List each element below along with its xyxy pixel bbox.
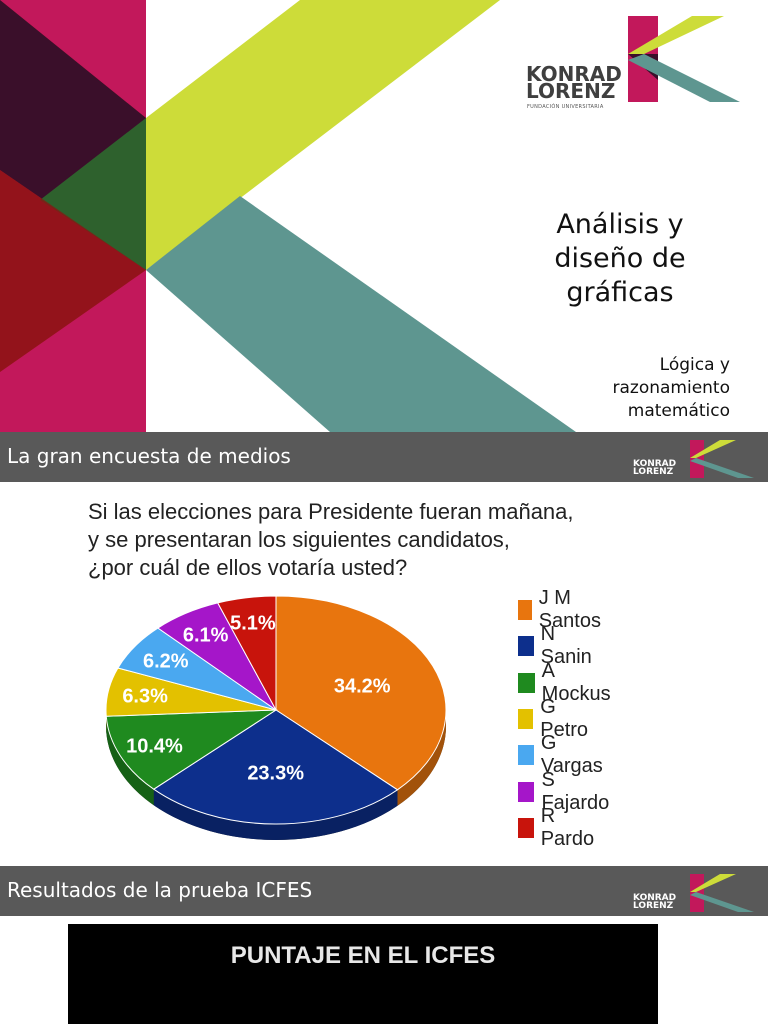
logo-line2: LORENZ: [526, 79, 616, 103]
pie-data-label: 10.4%: [126, 736, 183, 758]
legend-label: S Fajardo: [541, 768, 610, 814]
subtitle-line: Lógica y: [659, 355, 730, 375]
legend-item: R Pardo: [518, 805, 598, 850]
pie-slice-side: [153, 789, 398, 840]
legend-label: G Vargas: [540, 732, 603, 778]
pie-data-label: 6.3%: [122, 686, 168, 708]
legend-item: N Sanin: [518, 623, 596, 668]
title-line: Análisis y: [556, 209, 684, 240]
legend-swatch: [518, 708, 534, 729]
logo-wordmark: KONRAD LORENZ: [526, 62, 622, 103]
section-header-title: Resultados de la prueba ICFES: [7, 878, 313, 902]
legend-item: G Vargas: [518, 732, 607, 777]
icfes-slide: PUNTAJE EN EL ICFES: [68, 924, 658, 1024]
logo-wordmark-small: KONRAD LORENZ: [633, 893, 677, 911]
logo-line1-small: KONRAD: [633, 459, 677, 469]
legend-label: R Pardo: [540, 804, 595, 850]
slide-title: Análisis y diseño de gráficas: [520, 208, 720, 310]
title-line: gráficas: [566, 277, 674, 308]
legend-label: A Mockus: [541, 659, 611, 705]
subtitle-line: matemático: [627, 401, 730, 421]
legend-swatch: [518, 781, 535, 802]
question-line: y se presentaran los siguientes candidat…: [88, 527, 510, 552]
logo-wordmark-small: KONRAD LORENZ: [633, 459, 677, 477]
legend-swatch: [518, 672, 535, 693]
legend-swatch: [518, 636, 534, 657]
pie-slice-j-m-santos: [275, 595, 447, 791]
logo-tagline: FUNDACIÓN UNIVERSITARIA: [527, 104, 604, 110]
pie-data-label: 6.1%: [183, 625, 229, 647]
icfes-chart-title: PUNTAJE EN EL ICFES: [230, 942, 496, 969]
legend-swatch: [518, 817, 534, 838]
logo-line2-small: LORENZ: [633, 901, 674, 911]
logo-line1-small: KONRAD: [633, 893, 677, 903]
pie-slice-side: [397, 710, 446, 806]
legend-item: A Mockus: [518, 660, 614, 705]
slide-background-graphic: [0, 0, 576, 432]
legend-item: G Petro: [518, 696, 593, 741]
legend-swatch: [518, 600, 532, 620]
logo-line1: KONRAD: [526, 62, 622, 86]
pie-slice-r-pardo: [216, 595, 277, 711]
section-header-bar: Resultados de la prueba ICFES KONRAD LOR…: [0, 866, 768, 916]
pie-slice-side: [106, 716, 154, 806]
pie-data-label: 34.2%: [334, 676, 391, 698]
legend-swatch: [518, 745, 534, 766]
poll-question: Si las elecciones para Presidente fueran…: [88, 498, 574, 582]
pie-data-label: 23.3%: [247, 763, 304, 785]
legend-item: S Fajardo: [518, 769, 613, 814]
pie-data-label: 5.1%: [230, 612, 276, 634]
title-slide: KONRAD LORENZ FUNDACIÓN UNIVERSITARIA An…: [0, 0, 768, 432]
legend-item: J M Santos: [518, 587, 607, 632]
konrad-lorenz-logo: [628, 16, 740, 102]
subtitle-line: razonamiento: [612, 378, 730, 398]
question-line: ¿por cuál de ellos votaría usted?: [88, 555, 408, 580]
pie-chart: 34.2% 23.3% 10.4% 6.3% 6.2% 6.1%5.1%: [105, 595, 447, 840]
legend-label: N Sanin: [540, 623, 592, 669]
section-header-bar: La gran encuesta de medios KONRAD LORENZ: [0, 432, 768, 482]
question-line: Si las elecciones para Presidente fueran…: [88, 499, 574, 524]
pie-data-label: 6.2%: [143, 651, 189, 673]
section-header-title: La gran encuesta de medios: [7, 444, 291, 468]
pie-slice-n-sanin: [152, 709, 399, 825]
slide-subtitle: Lógica y razonamiento matemático: [560, 354, 730, 423]
pie-slice-a-mockus: [105, 709, 278, 790]
legend-label: J M Santos: [538, 587, 601, 632]
legend-label: G Petro: [540, 695, 589, 741]
konrad-lorenz-logo-small: [690, 874, 754, 912]
konrad-lorenz-logo-small: [690, 440, 754, 478]
logo-line2-small: LORENZ: [633, 467, 674, 477]
poll-slide: Si las elecciones para Presidente fueran…: [0, 484, 768, 866]
title-line: diseño de: [554, 243, 686, 274]
